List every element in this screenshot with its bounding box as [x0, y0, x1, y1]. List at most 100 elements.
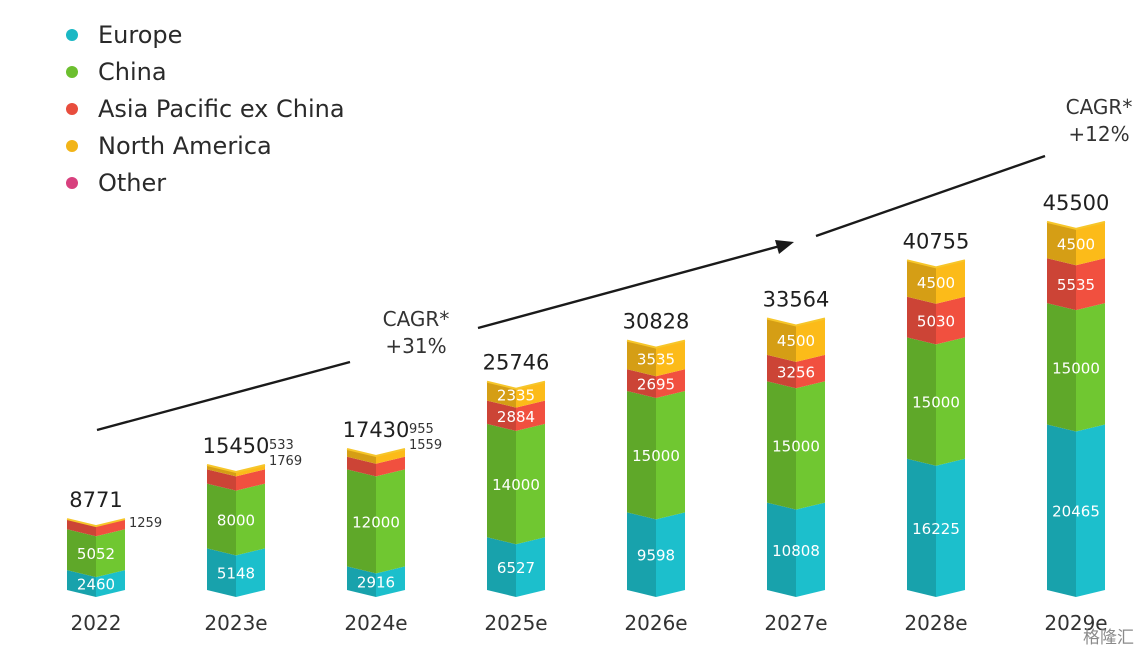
bar-value-label-asia-pacific-ex-china-2025e: 2884	[497, 408, 535, 426]
bar-segment-europe-2029e-right	[1076, 424, 1105, 597]
legend-label-north-america: North America	[98, 131, 272, 160]
bar-segment-north-america-2026e-left	[627, 340, 656, 377]
bar-segment-asia-pacific-ex-china-2022-right	[96, 519, 125, 537]
bar-total-label-2028e: 40755	[903, 229, 970, 253]
bar-segment-asia-pacific-ex-china-2028e-right	[936, 296, 965, 345]
bar-segment-europe-2023e-left	[207, 548, 236, 597]
bar-segment-china-2025e-right	[516, 423, 545, 545]
legend-swatch-other	[66, 176, 78, 189]
x-tick-label-2025e: 2025e	[484, 611, 547, 635]
legend-swatch-china	[66, 65, 78, 78]
bar-value-label-europe-2023e: 5148	[217, 565, 255, 583]
bar-segment-europe-2028e-right	[936, 458, 965, 597]
bar-segment-europe-2024e-right	[376, 566, 405, 597]
cagr-2-label: CAGR*	[1065, 95, 1133, 119]
bar-side-label-2022-0: 1259	[129, 516, 162, 531]
bar-value-label-china-2025e: 14000	[492, 476, 540, 494]
cagr-2-value: +12%	[1068, 122, 1130, 146]
x-tick-label-2023e: 2023e	[204, 611, 267, 635]
bar-segment-north-america-2027e-right	[796, 318, 825, 362]
bar-total-label-2022: 8771	[69, 488, 122, 512]
legend-item-china: China	[66, 53, 345, 90]
cagr-annotation-2: CAGR* +12%	[1058, 94, 1140, 148]
bar-total-label-2027e: 33564	[763, 287, 830, 311]
bar-side-label-2024e-0: 955	[409, 422, 434, 437]
trend-line-right-segment	[815, 154, 1046, 238]
bar-side-label-2023e-0: 533	[269, 438, 294, 453]
x-tick-label-2028e: 2028e	[904, 611, 967, 635]
bar-segment-asia-pacific-ex-china-2027e-left	[767, 354, 796, 389]
legend-swatch-north-america	[66, 139, 78, 152]
bar-segment-asia-pacific-ex-china-2024e-left	[347, 456, 376, 477]
legend: Europe China Asia Pacific ex China North…	[66, 16, 345, 201]
trend-lines	[96, 154, 1046, 432]
legend-swatch-europe	[66, 28, 78, 41]
bar-segment-china-2023e-right	[236, 483, 265, 556]
bar-total-label-2025e: 25746	[483, 351, 550, 375]
bar-top-edge-2023e	[206, 464, 266, 474]
bar-value-label-china-2027e: 15000	[772, 437, 820, 455]
legend-swatch-asia-pacific	[66, 102, 78, 115]
bar-segment-europe-2027e-left	[767, 502, 796, 597]
bar-segment-north-america-2025e-right	[516, 381, 545, 408]
x-tick-label-2024e: 2024e	[344, 611, 407, 635]
labels-layer: 2460 5052 8771 1259 2022 5148 8000 15450 5331769…	[69, 191, 1109, 635]
bar-segment-asia-pacific-ex-china-2026e-left	[627, 369, 656, 399]
bar-segment-china-2027e-left	[767, 381, 796, 510]
bar-total-label-2024e: 17430	[343, 418, 410, 442]
bar-segment-north-america-2026e-right	[656, 340, 685, 377]
legend-label-europe: Europe	[98, 20, 183, 49]
bar-value-label-china-2029e: 15000	[1052, 359, 1100, 377]
trend-line-left-segment	[96, 360, 351, 432]
bar-value-label-europe-2024e: 2916	[357, 574, 395, 592]
bar-total-label-2026e: 30828	[623, 310, 690, 334]
bar-segment-north-america-2024e-right	[376, 448, 405, 464]
bar-segment-asia-pacific-ex-china-2022-left	[67, 519, 96, 537]
legend-label-other: Other	[98, 168, 167, 197]
bar-segment-europe-2028e-left	[907, 458, 936, 597]
bar-value-label-europe-2028e: 16225	[912, 520, 960, 538]
bar-segment-north-america-2025e-left	[487, 381, 516, 408]
bar-segment-asia-pacific-ex-china-2028e-left	[907, 296, 936, 345]
bar-segment-asia-pacific-ex-china-2029e-right	[1076, 258, 1105, 311]
bar-top-edge-2029e	[1046, 220, 1106, 230]
bar-top-edge-2026e	[626, 339, 686, 349]
bar-side-label-2023e-1: 1769	[269, 454, 302, 469]
bar-value-label-north-america-2025e: 2335	[497, 387, 535, 405]
bar-segment-asia-pacific-ex-china-2025e-right	[516, 400, 545, 431]
bar-segment-europe-2029e-left	[1047, 424, 1076, 597]
legend-label-china: China	[98, 57, 167, 86]
bar-segment-china-2028e-right	[936, 337, 965, 466]
bar-segment-china-2029e-left	[1047, 303, 1076, 432]
bar-segment-europe-2022-right	[96, 570, 125, 597]
bar-segment-china-2027e-right	[796, 381, 825, 510]
bar-value-label-north-america-2029e: 4500	[1057, 236, 1095, 254]
bar-value-label-north-america-2028e: 4500	[917, 274, 955, 292]
bar-segment-europe-2027e-right	[796, 502, 825, 597]
bar-top-edge-2027e	[766, 317, 826, 327]
cagr-annotation-1: CAGR* +31%	[370, 306, 462, 360]
bar-segment-china-2029e-right	[1076, 303, 1105, 432]
legend-item-other: Other	[66, 164, 345, 201]
bar-segment-china-2023e-left	[207, 483, 236, 556]
bar-total-label-2023e: 15450	[203, 434, 270, 458]
bar-segment-europe-2023e-right	[236, 548, 265, 597]
bar-value-label-asia-pacific-ex-china-2029e: 5535	[1057, 276, 1095, 294]
bar-segment-europe-2025e-right	[516, 537, 545, 597]
trend-line-mid-segment	[477, 244, 781, 330]
x-tick-label-2026e: 2026e	[624, 611, 687, 635]
bar-segment-north-america-2029e-right	[1076, 221, 1105, 266]
bars-layer	[66, 220, 1106, 597]
bar-segment-china-2022-right	[96, 529, 125, 578]
bar-segment-china-2026e-left	[627, 391, 656, 520]
x-tick-label-2029e: 2029e	[1044, 611, 1107, 635]
bar-segment-china-2025e-left	[487, 423, 516, 545]
legend-label-asia-pacific: Asia Pacific ex China	[98, 94, 345, 123]
bar-value-label-europe-2022: 2460	[77, 576, 115, 594]
bar-segment-north-america-2028e-right	[936, 260, 965, 304]
bar-value-label-asia-pacific-ex-china-2027e: 3256	[777, 364, 815, 382]
bar-value-label-asia-pacific-ex-china-2026e: 2695	[637, 376, 675, 394]
bar-value-label-europe-2029e: 20465	[1052, 503, 1100, 521]
bar-segment-asia-pacific-ex-china-2027e-right	[796, 354, 825, 389]
